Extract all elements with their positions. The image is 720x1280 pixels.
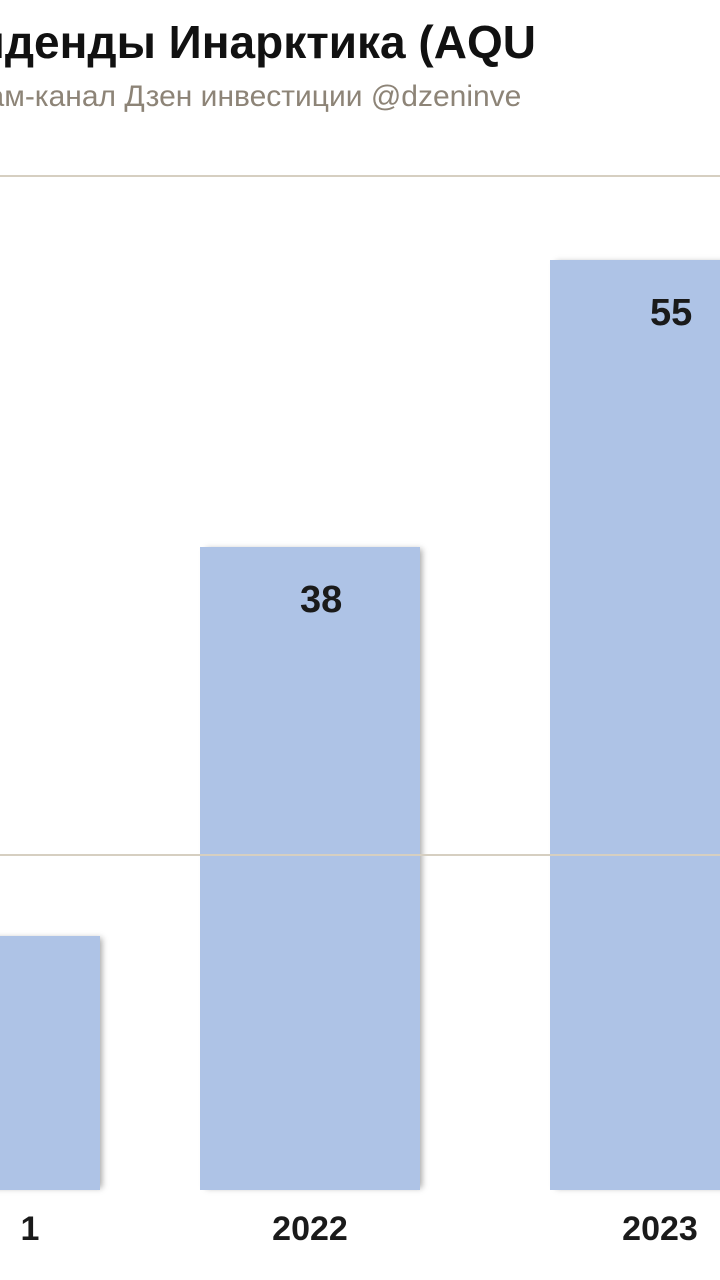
bar-1 [0, 936, 100, 1190]
plot-area: 38 55 [0, 175, 720, 1190]
chart-subtitle: елеграм-канал Дзен инвестиции @dzeninve [0, 80, 521, 114]
x-tick-2022: 2022 [272, 1210, 348, 1249]
bar-2023 [550, 260, 720, 1190]
bar-2022 [200, 547, 420, 1190]
bars-container: 38 55 [0, 177, 720, 1190]
x-tick-1: 1 [21, 1210, 40, 1249]
bar-label-2023: 55 [650, 292, 692, 335]
x-tick-2023: 2023 [622, 1210, 698, 1249]
bar-label-2022: 38 [300, 579, 342, 622]
x-axis: 1 2022 2023 [0, 1190, 720, 1250]
gridline [0, 854, 720, 856]
chart-title: ивиденды Инарктика (AQU [0, 15, 536, 69]
